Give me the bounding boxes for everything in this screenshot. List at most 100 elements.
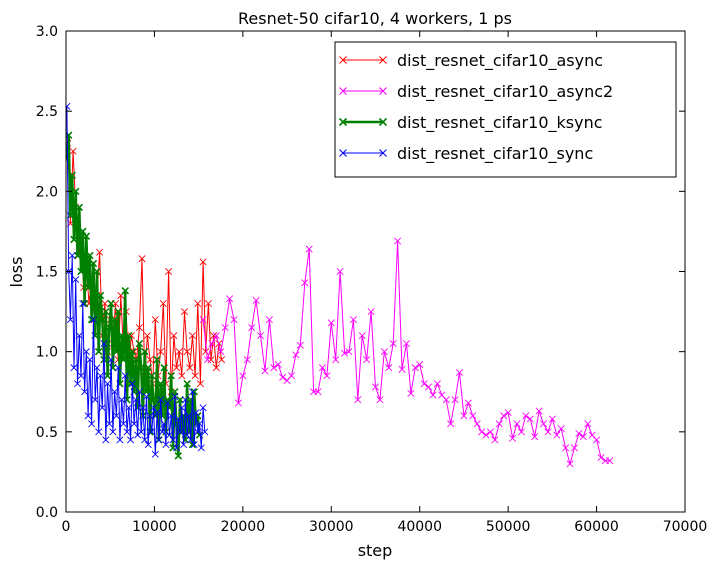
- data-point: [174, 452, 183, 460]
- data-point: [160, 420, 168, 428]
- data-point: [473, 420, 481, 428]
- data-point: [109, 428, 117, 436]
- data-point: [606, 457, 614, 465]
- data-point: [354, 396, 362, 404]
- data-point: [252, 296, 260, 304]
- y-tick-label: 1.5: [36, 265, 58, 281]
- legend-box: [334, 41, 677, 178]
- data-point: [433, 380, 441, 388]
- data-point: [132, 396, 140, 404]
- legend-marker: [379, 56, 387, 64]
- data-point: [71, 187, 80, 196]
- data-point: [170, 332, 178, 340]
- x-tick-label: 50000: [486, 519, 531, 535]
- data-point: [593, 436, 601, 444]
- data-point: [173, 444, 181, 452]
- legend: dist_resnet_cifar10_async dist_resnet_cif…: [334, 41, 677, 178]
- data-point: [217, 348, 225, 356]
- data-point: [84, 412, 92, 420]
- data-point: [155, 436, 163, 444]
- data-point: [144, 441, 152, 449]
- data-point: [107, 356, 115, 364]
- data-point: [146, 356, 154, 364]
- data-point: [323, 372, 331, 380]
- data-point: [103, 371, 112, 380]
- data-point: [151, 450, 159, 458]
- data-point: [176, 428, 184, 436]
- data-point: [98, 404, 106, 412]
- data-point: [265, 316, 273, 324]
- data-point: [292, 351, 300, 359]
- y-tick-label: 2.0: [36, 184, 58, 200]
- data-point: [70, 235, 78, 244]
- data-point: [156, 379, 165, 388]
- x-tick-label: 70000: [663, 519, 708, 535]
- data-point: [94, 347, 103, 356]
- data-point: [341, 349, 349, 357]
- data-point: [522, 412, 530, 420]
- x-tick-label: 30000: [309, 519, 354, 535]
- legend-label: dist_resnet_cifar10_async: [397, 51, 603, 71]
- data-point: [234, 399, 242, 407]
- x-tick-label: 40000: [397, 519, 442, 535]
- data-point: [127, 436, 135, 444]
- data-point: [178, 404, 186, 412]
- data-point: [157, 396, 165, 404]
- data-point: [167, 371, 175, 380]
- data-point: [89, 259, 98, 268]
- data-point: [327, 319, 335, 327]
- data-point: [143, 332, 151, 340]
- data-point: [402, 340, 410, 348]
- data-point: [135, 339, 144, 348]
- data-point: [153, 355, 161, 364]
- data-point: [137, 428, 145, 436]
- data-point: [77, 267, 85, 276]
- data-point: [72, 275, 80, 284]
- data-point: [486, 428, 494, 436]
- data-point: [135, 324, 143, 332]
- data-point: [66, 155, 71, 164]
- data-point: [96, 291, 105, 300]
- chart-title: Resnet-50 cifar10, 4 workers, 1 ps: [238, 9, 512, 28]
- data-point: [570, 444, 578, 452]
- data-point: [301, 279, 309, 287]
- data-point: [75, 332, 83, 340]
- legend-label: dist_resnet_cifar10_sync: [397, 144, 593, 164]
- data-point: [385, 364, 393, 372]
- data-point: [186, 364, 194, 372]
- data-point: [204, 300, 212, 308]
- data-point: [358, 332, 366, 340]
- data-point: [261, 367, 269, 375]
- data-point: [140, 347, 149, 356]
- data-point: [175, 348, 183, 356]
- data-point: [167, 412, 175, 420]
- data-point: [187, 436, 195, 444]
- data-point: [517, 428, 525, 436]
- data-point: [376, 396, 384, 404]
- data-point: [270, 364, 278, 372]
- data-point: [96, 248, 104, 256]
- data-point: [119, 355, 128, 364]
- data-point: [164, 399, 172, 407]
- data-point: [82, 232, 91, 240]
- y-tick-label: 3.0: [36, 24, 58, 40]
- data-point: [274, 360, 282, 369]
- data-point: [188, 388, 196, 396]
- data-point: [178, 372, 186, 380]
- data-point: [91, 396, 99, 404]
- x-tick-label: 10000: [132, 519, 177, 535]
- data-point: [169, 444, 177, 452]
- data-point: [248, 324, 256, 332]
- data-point: [165, 431, 173, 439]
- data-point: [86, 251, 94, 260]
- data-point: [349, 316, 357, 324]
- data-point: [114, 307, 122, 316]
- data-point: [207, 356, 215, 364]
- data-point: [199, 404, 207, 412]
- data-point: [203, 356, 212, 364]
- y-tick-label: 0.5: [36, 425, 58, 441]
- legend-item: dist_resnet_cifar10_sync: [339, 144, 593, 164]
- data-point: [153, 409, 161, 417]
- data-point: [125, 404, 133, 412]
- data-point: [199, 258, 207, 266]
